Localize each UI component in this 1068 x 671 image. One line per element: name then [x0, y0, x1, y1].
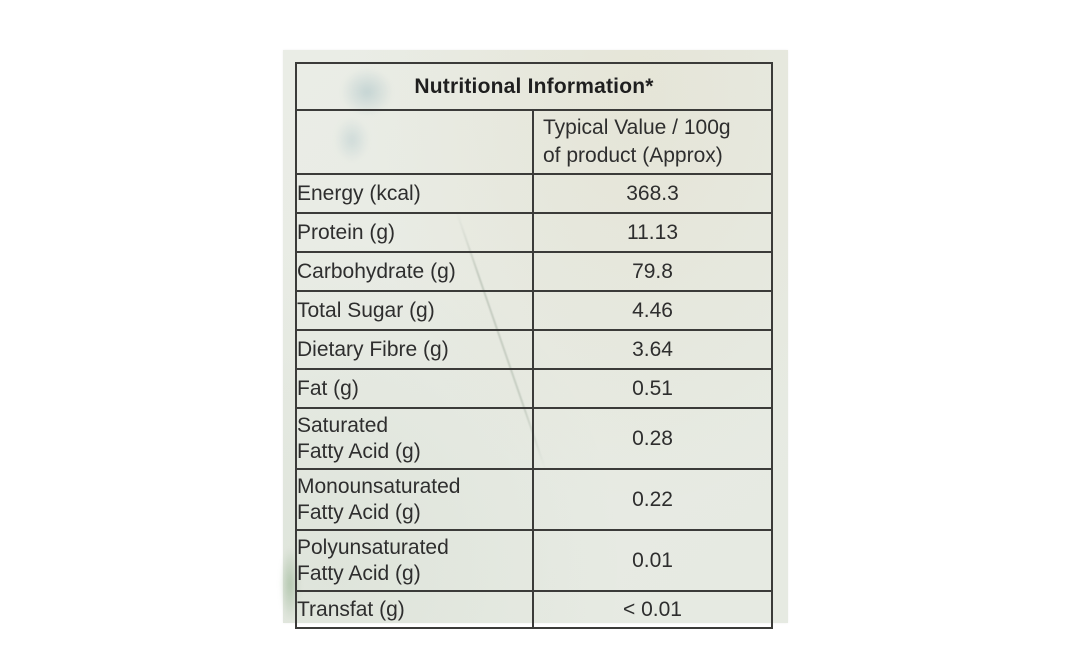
table-row-saturated-fat: Saturated Fatty Acid (g) 0.28 [295, 407, 774, 470]
table-title: Nutritional Information* [294, 62, 774, 111]
table-title-row: Nutritional Information* [294, 62, 774, 111]
nutrition-label: Nutritional Information* Typical Value /… [280, 50, 788, 629]
nutrient-name: Carbohydrate (g) [295, 251, 534, 292]
nutrient-value: 11.13 [531, 212, 774, 253]
table-row-fat: Fat (g) 0.51 [295, 368, 774, 409]
nutrient-value: < 0.01 [531, 590, 774, 629]
nutrient-value: 0.22 [531, 468, 774, 531]
empty-header-cell [295, 109, 534, 175]
nutrient-value: 3.64 [531, 329, 774, 370]
nutrient-name: Protein (g) [295, 212, 534, 253]
nutrient-value: 0.01 [531, 529, 774, 592]
table-row-monounsaturated-fat: Monounsaturated Fatty Acid (g) 0.22 [295, 468, 774, 531]
nutrient-value: 79.8 [531, 251, 774, 292]
table-row-carbohydrate: Carbohydrate (g) 79.8 [295, 251, 774, 292]
table-row-protein: Protein (g) 11.13 [295, 212, 774, 253]
nutrient-value: 0.51 [531, 368, 774, 409]
nutrient-name: Monounsaturated Fatty Acid (g) [295, 468, 534, 531]
value-column-header: Typical Value / 100g of product (Approx) [531, 109, 774, 175]
nutrient-name: Total Sugar (g) [295, 290, 534, 331]
nutrient-name: Polyunsaturated Fatty Acid (g) [295, 529, 534, 592]
nutrient-name: Transfat (g) [295, 590, 534, 629]
table-row-dietary-fibre: Dietary Fibre (g) 3.64 [295, 329, 774, 370]
nutrient-name: Energy (kcal) [295, 173, 534, 214]
nutrient-value: 0.28 [531, 407, 774, 470]
table-row-polyunsaturated-fat: Polyunsaturated Fatty Acid (g) 0.01 [295, 529, 774, 592]
nutrition-table: Nutritional Information* Typical Value /… [294, 62, 774, 629]
nutrient-name: Dietary Fibre (g) [295, 329, 534, 370]
nutrient-name: Fat (g) [295, 368, 534, 409]
nutrient-value: 368.3 [531, 173, 774, 214]
table-row-transfat: Transfat (g) < 0.01 [295, 590, 774, 629]
table-row-energy: Energy (kcal) 368.3 [295, 173, 774, 214]
nutrient-name: Saturated Fatty Acid (g) [295, 407, 534, 470]
nutrient-value: 4.46 [531, 290, 774, 331]
table-row-total-sugar: Total Sugar (g) 4.46 [295, 290, 774, 331]
table-header-row: Typical Value / 100g of product (Approx) [295, 109, 774, 175]
